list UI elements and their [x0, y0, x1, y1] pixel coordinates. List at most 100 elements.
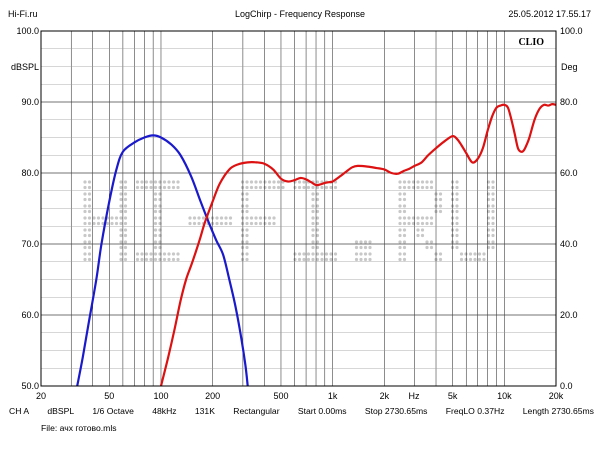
watermark-dot [215, 216, 219, 220]
watermark-dot [119, 197, 123, 202]
watermark-dot [87, 252, 92, 256]
y-tick-label: 80.0 [21, 168, 39, 178]
y-tick-label: 100.0 [16, 26, 39, 36]
watermark-dot [83, 257, 87, 262]
watermark-dot [302, 257, 306, 262]
watermark-dot [411, 216, 416, 220]
watermark-dot [293, 185, 297, 190]
watermark-dot [135, 180, 140, 184]
watermark-dot [320, 252, 324, 256]
watermark-dot [416, 180, 420, 184]
watermark-dot [153, 185, 158, 190]
watermark-dot [153, 204, 158, 208]
watermark-dot [87, 257, 92, 262]
y2-axis-label: Deg [561, 62, 578, 72]
watermark-dot [311, 252, 315, 256]
y2-tick-label: 0.0 [560, 381, 573, 391]
watermark-dot [162, 257, 167, 262]
watermark-dot [315, 245, 320, 250]
watermark-dot [311, 233, 315, 238]
watermark-dot [153, 192, 158, 196]
watermark-dot [153, 221, 158, 226]
watermark-dot [123, 192, 128, 196]
measurement-info-item: 131K [194, 406, 215, 416]
watermark-dot [167, 185, 171, 190]
watermark-dot [398, 252, 402, 256]
watermark-dot [123, 209, 128, 214]
watermark-dot [144, 252, 149, 256]
watermark-dot [119, 245, 123, 250]
y2-tick-label: 60.0 [560, 168, 578, 178]
watermark-dot [311, 197, 315, 202]
x-tick-label: 100 [153, 391, 168, 401]
watermark-dot [162, 185, 167, 190]
watermark-dot [140, 252, 144, 256]
watermark-dot [254, 180, 258, 184]
watermark-dot [240, 245, 245, 250]
watermark-dot [153, 197, 158, 202]
watermark-dot [83, 209, 87, 214]
watermark-dot [119, 228, 123, 232]
watermark-dot [368, 257, 372, 262]
watermark-dot [135, 252, 140, 256]
watermark-dot [455, 221, 459, 226]
watermark-dot [83, 245, 87, 250]
watermark-dot [407, 221, 411, 226]
series-line-1 [76, 134, 249, 387]
watermark-dot [491, 192, 495, 196]
watermark-dot [398, 192, 402, 196]
watermark-dot [416, 216, 420, 220]
watermark-dot [144, 180, 149, 184]
watermark-dot [123, 252, 128, 256]
watermark-dot [315, 257, 320, 262]
watermark-dot [140, 257, 144, 262]
watermark-dot [315, 252, 320, 256]
watermark-dot [473, 257, 477, 262]
watermark-dot [171, 185, 176, 190]
watermark-dot [240, 228, 245, 232]
watermark-dot [267, 180, 272, 184]
watermark-dot [438, 257, 443, 262]
watermark-dot [149, 185, 153, 190]
watermark-dot [468, 257, 473, 262]
watermark-dot [119, 204, 123, 208]
watermark-dot [398, 197, 402, 202]
x-tick-label: 50 [104, 391, 114, 401]
x-tick-label: 20k [549, 391, 564, 401]
watermark-dot [306, 252, 311, 256]
watermark-dot [87, 192, 92, 196]
watermark-dot [272, 221, 276, 226]
measurement-info-item: Rectangular [233, 406, 280, 416]
watermark-dot [240, 185, 245, 190]
watermark-dot [176, 185, 180, 190]
watermark-dot [83, 252, 87, 256]
watermark-dot [123, 204, 128, 208]
watermark-dot [119, 240, 123, 244]
watermark-dot [420, 216, 425, 220]
x-tick-label: 1k [328, 391, 338, 401]
watermark-dot [249, 180, 254, 184]
plot-border [40, 30, 557, 387]
watermark-dot [402, 233, 407, 238]
watermark-dot [176, 257, 180, 262]
measurement-info-item: dBSPL [47, 406, 75, 416]
watermark-dot [149, 257, 153, 262]
watermark-dot [311, 228, 315, 232]
watermark-dot [87, 228, 92, 232]
watermark-dot [302, 180, 306, 184]
watermark-dot [272, 185, 276, 190]
y-tick-label: 50.0 [21, 381, 39, 391]
watermark-dot [83, 204, 87, 208]
watermark-dot [486, 180, 491, 184]
watermark-dot [311, 245, 315, 250]
measurement-info-item: 48kHz [152, 406, 177, 416]
watermark-dot [486, 233, 491, 238]
watermark-dot [245, 180, 249, 184]
watermark-dot [105, 221, 110, 226]
watermark-dot [254, 185, 258, 190]
watermark-dot [486, 209, 491, 214]
watermark-dot [402, 252, 407, 256]
measurement-info-item: 1/6 Octave [92, 406, 134, 416]
watermark-dot [201, 216, 206, 220]
